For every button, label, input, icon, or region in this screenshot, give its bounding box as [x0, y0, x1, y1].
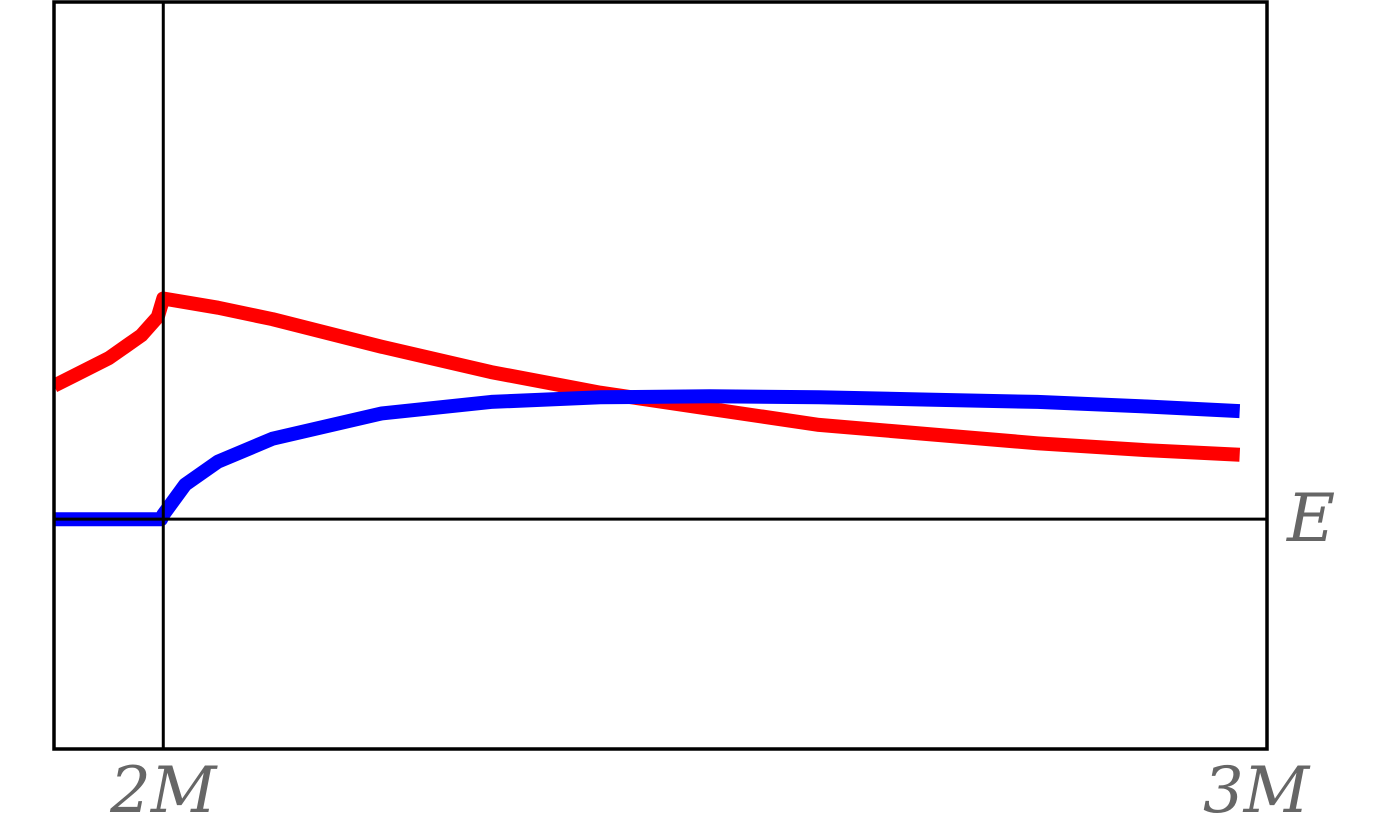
- series-line-1: [54, 291, 1241, 462]
- plot-frame: [52, 0, 1269, 751]
- x-axis-label: E: [1286, 480, 1335, 557]
- x-tick-label-2: 3M: [1203, 754, 1311, 828]
- series-line-2: [54, 389, 1241, 527]
- series-layer: [54, 291, 1241, 527]
- tick-labels: 2M 3M: [109, 754, 1311, 828]
- reference-lines: [54, 2, 1267, 749]
- x-tick-label-1: 2M: [109, 754, 218, 828]
